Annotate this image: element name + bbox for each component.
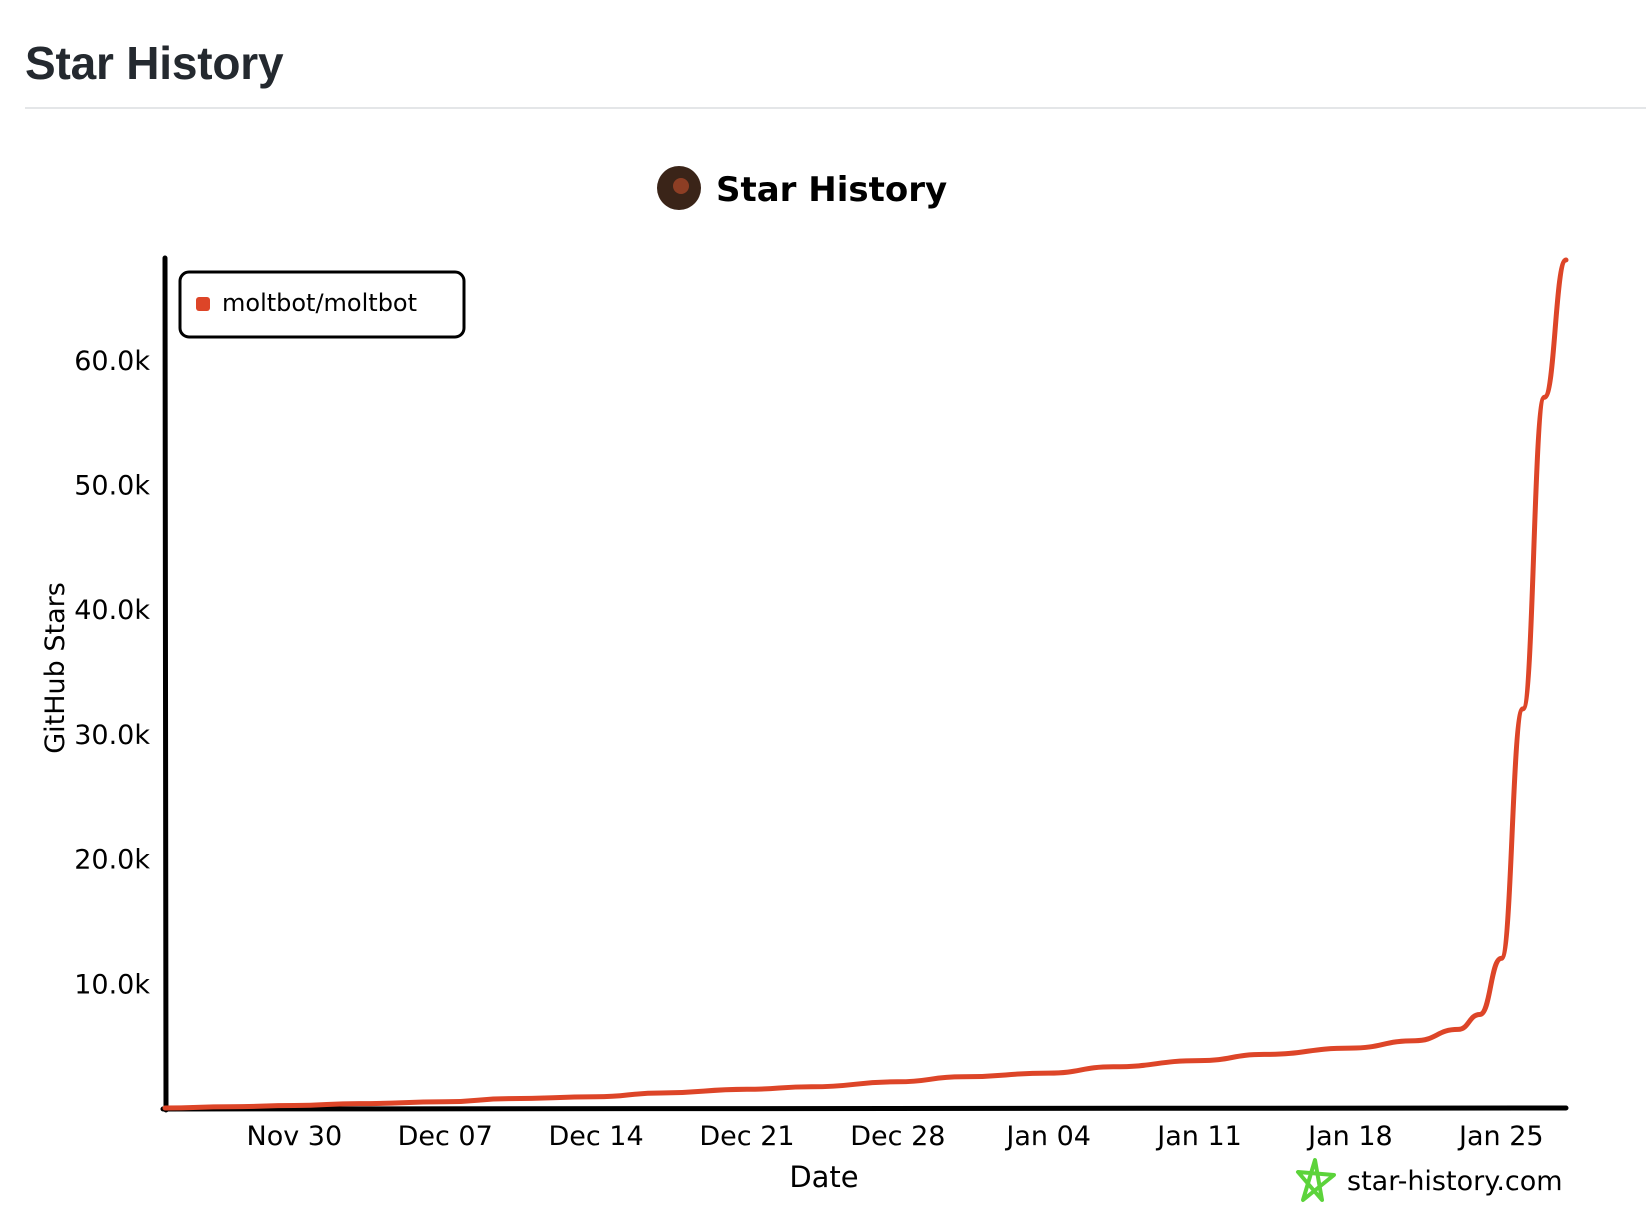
watermark-text: star-history.com xyxy=(1347,1166,1563,1197)
legend-box xyxy=(178,270,466,339)
x-tick-label: Dec 07 xyxy=(398,1121,493,1152)
y-tick-label: 40.0k xyxy=(74,595,150,626)
x-tick-label: Jan 04 xyxy=(1004,1121,1091,1152)
series-layer xyxy=(162,257,1569,1111)
header-divider xyxy=(25,107,1646,109)
y-tick-label: 10.0k xyxy=(74,969,150,1000)
page-title: Star History xyxy=(25,37,284,89)
chart-title-group: Star History xyxy=(657,166,947,210)
y-tick-label: 20.0k xyxy=(74,845,150,876)
y-tick-label: 30.0k xyxy=(74,720,150,751)
y-tick-label: 60.0k xyxy=(74,346,150,377)
legend-label: moltbot/moltbot xyxy=(222,289,417,317)
x-axis-line xyxy=(160,1105,1569,1112)
series-line-moltbot-moltbot xyxy=(162,257,1569,1111)
x-tick-label: Dec 14 xyxy=(548,1121,643,1152)
repo-avatar-detail xyxy=(673,178,689,194)
axes xyxy=(160,255,1569,1113)
x-axis-ticks: Nov 30 Dec 07 Dec 14 Dec 21 Dec 28 Jan 04 Jan … xyxy=(247,1121,1544,1152)
legend-swatch xyxy=(196,297,210,311)
chart-title: Star History xyxy=(716,170,947,210)
x-tick-label: Jan 18 xyxy=(1306,1121,1393,1152)
legend: moltbot/moltbot xyxy=(178,270,466,339)
y-tick-label: 50.0k xyxy=(74,470,150,501)
x-tick-label: Jan 25 xyxy=(1457,1121,1544,1152)
x-tick-label: Dec 21 xyxy=(699,1121,794,1152)
watermark: star-history.com xyxy=(1296,1158,1563,1202)
x-tick-label: Dec 28 xyxy=(850,1121,945,1152)
page-header: Star History xyxy=(25,34,1646,92)
y-axis-ticks: 10.0k 20.0k 30.0k 40.0k 50.0k 60.0k xyxy=(74,346,150,1001)
x-tick-label: Nov 30 xyxy=(247,1121,343,1152)
y-axis-line xyxy=(162,255,169,1113)
star-history-logo-icon xyxy=(1296,1158,1336,1202)
x-tick-label: Jan 11 xyxy=(1155,1121,1242,1152)
star-history-chart: Star History 10.0k 20.0k 30.0k 40.0k 50.0k 60… xyxy=(40,166,1569,1202)
y-axis-label: GitHub Stars xyxy=(40,582,71,754)
x-axis-label: Date xyxy=(789,1160,858,1194)
